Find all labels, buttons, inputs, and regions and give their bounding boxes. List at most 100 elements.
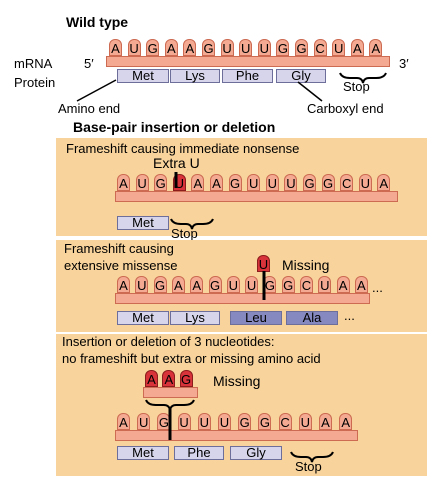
panel3-base: U xyxy=(218,413,231,430)
panel3-base: A xyxy=(319,413,332,430)
carboxyl-end-label: Carboxyl end xyxy=(307,101,384,116)
missing-triplet-base: A xyxy=(145,370,158,387)
panel1-base: A xyxy=(191,174,205,191)
panel1-base: G xyxy=(154,174,168,191)
wt-stop-bracket xyxy=(339,72,387,84)
panel2-base: U xyxy=(318,276,332,293)
five-prime-label: 5′ xyxy=(84,56,94,71)
wt-base: U xyxy=(332,39,346,56)
panel1-base: A xyxy=(210,174,223,191)
mrna-label: mRNA xyxy=(14,56,53,71)
wt-base: U xyxy=(239,39,253,56)
panel2-base: U xyxy=(135,276,149,293)
amino-acid: Gly xyxy=(230,446,282,460)
panel2-base: A xyxy=(354,276,368,293)
panel3-base: U xyxy=(137,413,151,430)
panel1-base: G xyxy=(303,174,316,191)
wt-base: G xyxy=(276,39,290,56)
panel2-base: G xyxy=(281,276,295,293)
panel2-title-line1: Frameshift causing xyxy=(64,241,174,256)
extra-u-label: Extra U xyxy=(153,155,200,171)
amino-acid: Lys xyxy=(170,69,220,83)
panel3-base: U xyxy=(177,413,191,430)
amino-acid: Met xyxy=(117,311,169,325)
amino-acid-changed: Ala xyxy=(286,311,338,325)
amino-acid: Gly xyxy=(276,69,326,83)
missing-triplet-base: G xyxy=(179,370,193,387)
wild-type-title: Wild type xyxy=(66,14,129,30)
panel2-title-line2: extensive missense xyxy=(64,258,178,273)
missing-triplet-strand xyxy=(143,387,198,398)
panel2-base: U xyxy=(245,276,259,293)
panel1-title: Frameshift causing immediate nonsense xyxy=(66,141,300,156)
panel3-title-line1: Insertion or deletion of 3 nucleotides: xyxy=(62,334,275,349)
panel3-missing-label: Missing xyxy=(213,373,261,389)
protein-label: Protein xyxy=(14,75,56,90)
panel2-base: A xyxy=(336,276,350,293)
amino-end-label: Amino end xyxy=(58,101,121,116)
panel1-stop-label: Stop xyxy=(171,226,198,241)
panel3-base: C xyxy=(278,413,292,430)
wt-base: A xyxy=(369,39,383,56)
panel2-base: C xyxy=(300,276,313,293)
panel2-base: A xyxy=(171,276,185,293)
panel1-base: A xyxy=(117,174,130,191)
wt-base: G xyxy=(295,39,308,56)
wt-base: U xyxy=(220,39,234,56)
amino-acid: Met xyxy=(117,216,169,230)
wt-base: A xyxy=(109,39,122,56)
panel2-mrna-strand xyxy=(115,293,370,304)
panel1-mrna-strand xyxy=(115,191,398,202)
section-title: Base-pair insertion or deletion xyxy=(73,119,276,135)
mrna-strand xyxy=(106,56,390,67)
panel1-base: U xyxy=(265,174,279,191)
wt-base: U xyxy=(127,39,141,56)
panel1-stop-bracket xyxy=(170,218,214,230)
panel2-base: G xyxy=(208,276,222,293)
panel1-base: U xyxy=(284,174,298,191)
amino-acid: Phe xyxy=(174,446,224,460)
panel1-base: U xyxy=(135,174,149,191)
wt-base: A xyxy=(350,39,364,56)
wt-base: U xyxy=(257,39,271,56)
panel3-base: U xyxy=(197,413,211,430)
wt-base: G xyxy=(146,39,160,56)
panel1-base: C xyxy=(340,174,354,191)
panel1-base: A xyxy=(377,174,391,191)
panel1-base: G xyxy=(321,174,335,191)
panel2-base: A xyxy=(117,276,130,293)
panel2-base: G xyxy=(153,276,167,293)
panel1-base: U xyxy=(247,174,261,191)
panel1-base: U xyxy=(358,174,372,191)
amino-acid-changed: Leu xyxy=(230,311,282,325)
amino-acid: Met xyxy=(117,69,169,83)
panel3-title-line2: no frameshift but extra or missing amino… xyxy=(62,351,321,366)
panel2-ellipsis-protein: ... xyxy=(344,308,355,323)
amino-acid: Lys xyxy=(170,311,220,325)
missing-triplet-base: A xyxy=(162,370,176,387)
carboxyl-end-pointer xyxy=(297,81,323,102)
wt-base: G xyxy=(202,39,215,56)
amino-end-pointer xyxy=(76,79,117,102)
missing-label: Missing xyxy=(282,257,330,273)
panel3-base: G xyxy=(238,413,252,430)
panel2-base: A xyxy=(190,276,204,293)
amino-acid: Met xyxy=(117,446,169,460)
panel3-mrna-strand xyxy=(115,430,358,441)
three-prime-label: 3′ xyxy=(399,56,409,71)
wt-base: A xyxy=(183,39,197,56)
wt-base: C xyxy=(313,39,327,56)
panel3-stop-bracket xyxy=(290,451,334,463)
wt-stop-label: Stop xyxy=(343,79,370,94)
panel3-base: G xyxy=(258,413,272,430)
panel3-base: A xyxy=(339,413,353,430)
panel3-stop-label: Stop xyxy=(295,459,322,474)
wt-base: A xyxy=(164,39,178,56)
panel2-base: U xyxy=(226,276,240,293)
panel3-base: A xyxy=(117,413,130,430)
panel2-ellipsis-mrna: ... xyxy=(372,280,383,295)
panel1-base: G xyxy=(228,174,242,191)
panel3-base: U xyxy=(298,413,312,430)
amino-acid: Phe xyxy=(222,69,273,83)
